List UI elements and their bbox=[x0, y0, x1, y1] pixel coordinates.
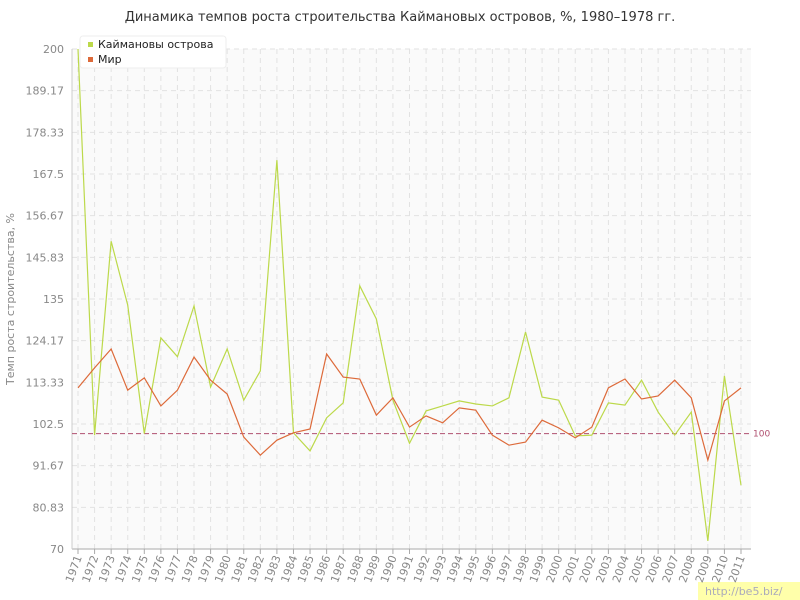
legend-swatch bbox=[88, 57, 93, 62]
series-line bbox=[77, 48, 742, 541]
y-tick-label: 135 bbox=[43, 293, 64, 306]
y-tick-label: 102.5 bbox=[33, 418, 65, 431]
y-tick-label: 145.83 bbox=[26, 251, 65, 264]
series-line bbox=[77, 347, 742, 463]
legend-swatch bbox=[88, 42, 93, 47]
watermark: http://be5.biz/ bbox=[705, 585, 783, 598]
y-tick-label: 91.67 bbox=[33, 460, 65, 473]
legend-label: Мир bbox=[98, 53, 122, 66]
y-tick-label: 113.33 bbox=[26, 376, 65, 389]
legend-box bbox=[79, 35, 227, 69]
y-tick-label: 178.33 bbox=[26, 126, 65, 139]
y-tick-label: 189.17 bbox=[26, 85, 65, 98]
y-axis-label: Темп роста строительства, % bbox=[4, 213, 17, 386]
y-tick-label: 200 bbox=[43, 43, 64, 56]
chart-title: Динамика темпов роста строительства Кайм… bbox=[125, 10, 676, 25]
y-tick-label: 70 bbox=[50, 543, 64, 556]
y-tick-label: 156.67 bbox=[26, 210, 65, 223]
reference-label: 100 bbox=[753, 430, 770, 440]
watermark-bg bbox=[698, 582, 800, 600]
legend-label: Каймановы острова bbox=[98, 38, 213, 51]
plot-area bbox=[72, 49, 751, 549]
y-tick-label: 124.17 bbox=[26, 335, 65, 348]
y-tick-label: 167.5 bbox=[33, 168, 65, 181]
y-tick-label: 80.83 bbox=[33, 501, 65, 514]
